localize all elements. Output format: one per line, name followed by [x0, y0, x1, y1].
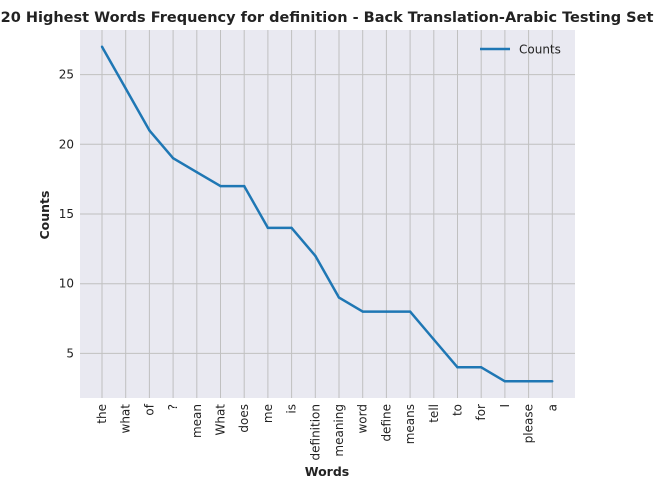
x-tick-label: I	[498, 404, 512, 408]
data-point	[361, 310, 364, 313]
x-tick-label: word	[356, 404, 370, 434]
legend-label-counts: Counts	[519, 43, 561, 57]
x-tick-label: me	[261, 404, 275, 423]
x-tick-label: of	[142, 403, 156, 415]
x-tick-label: definition	[308, 404, 322, 460]
data-point	[290, 226, 293, 230]
x-tick-label: what	[119, 404, 133, 434]
data-point	[266, 226, 270, 230]
x-axis-ticks: the what of? mean What does me is definition mean…	[95, 403, 559, 460]
x-tick-label: please	[522, 404, 536, 443]
data-point	[408, 310, 412, 313]
y-axis-label: Counts	[37, 191, 52, 240]
x-tick-label: tell	[427, 404, 441, 423]
data-point	[243, 184, 246, 188]
x-tick-label: define	[379, 404, 393, 442]
legend: Counts	[480, 43, 561, 57]
data-point	[385, 310, 388, 313]
data-point	[195, 170, 198, 174]
x-tick-label: mean	[190, 404, 204, 438]
x-tick-label: for	[474, 404, 488, 421]
data-point	[503, 380, 507, 383]
y-tick-label: 10	[59, 277, 74, 291]
x-tick-label: is	[285, 404, 299, 414]
series-line-counts	[100, 46, 553, 383]
x-tick-label: What	[214, 404, 228, 436]
x-tick-label: to	[451, 404, 465, 416]
x-tick-label: ?	[166, 404, 180, 410]
data-point	[527, 380, 530, 383]
y-tick-label: 15	[59, 207, 74, 221]
x-tick-label: meaning	[332, 404, 346, 457]
series-layer	[100, 45, 554, 383]
data-point	[314, 254, 317, 258]
y-tick-label: 25	[59, 68, 74, 82]
data-point	[124, 87, 127, 90]
data-point	[337, 296, 341, 299]
chart-title: 20 Highest Words Frequency for definitio…	[1, 10, 654, 26]
data-point	[148, 129, 151, 132]
data-point	[456, 366, 459, 369]
x-axis-label: Words	[305, 464, 349, 479]
data-point	[219, 184, 222, 188]
x-tick-label: the	[95, 404, 109, 424]
data-point	[551, 380, 554, 383]
data-point	[171, 157, 175, 160]
grid-lines	[80, 30, 575, 398]
data-point	[432, 338, 435, 341]
y-axis-ticks: 5 10 15 20 25	[59, 68, 74, 361]
y-tick-label: 20	[59, 137, 74, 151]
y-tick-label: 5	[66, 346, 74, 360]
data-point	[100, 45, 104, 48]
data-point	[480, 366, 483, 369]
x-tick-label: means	[403, 404, 417, 444]
x-tick-label: does	[237, 404, 251, 433]
x-tick-label: a	[545, 404, 559, 411]
